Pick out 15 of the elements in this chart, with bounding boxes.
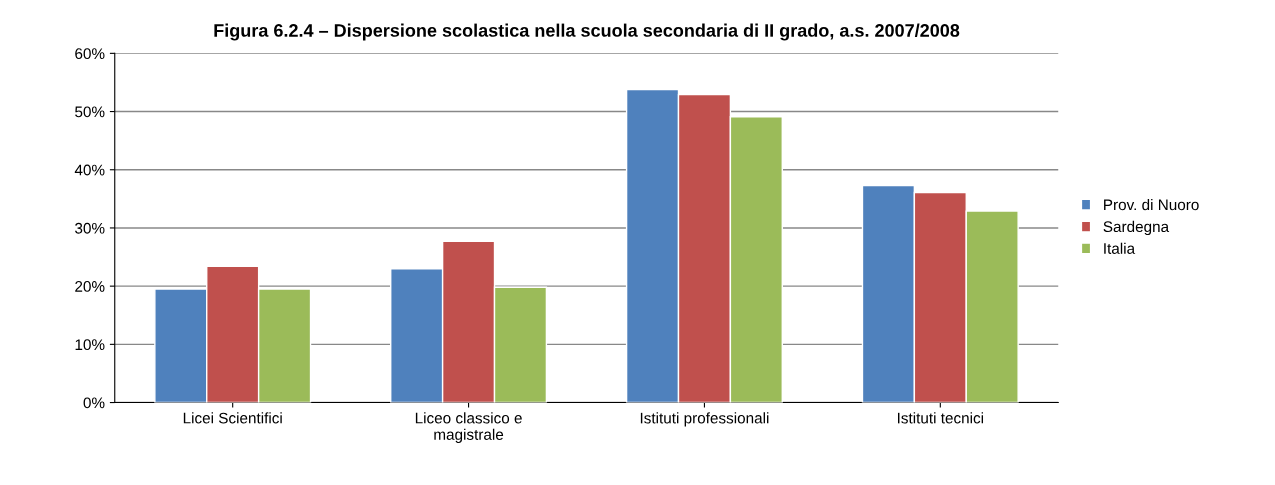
x-tick-label: Liceo classico e magistrale [415,412,522,443]
y-tick-label: 30% [75,222,105,234]
x-tick-label: Istituti professionali [640,412,769,427]
y-tick-label: 50% [75,106,105,118]
y-tick-label: 20% [75,281,105,292]
x-tick-label: Istituti tecnici [898,412,984,424]
y-tick-label: 10% [75,339,105,351]
y-tick-label: 40% [74,164,105,176]
y-tick-label: 0% [83,397,105,409]
x-tick-label: Licei Scientifici [183,412,282,424]
chart-title: Figura 6.2.4 – Dispersione scolastica nella scuola secondaria di II grado, a.s. 2007/2008 [214,23,960,41]
legend-label: Prov. di Nuoro [1104,198,1199,211]
legend-label: Italia [1104,242,1136,254]
legend-label: Sardegna [1103,220,1170,236]
y-tick-label: 60% [75,48,105,60]
